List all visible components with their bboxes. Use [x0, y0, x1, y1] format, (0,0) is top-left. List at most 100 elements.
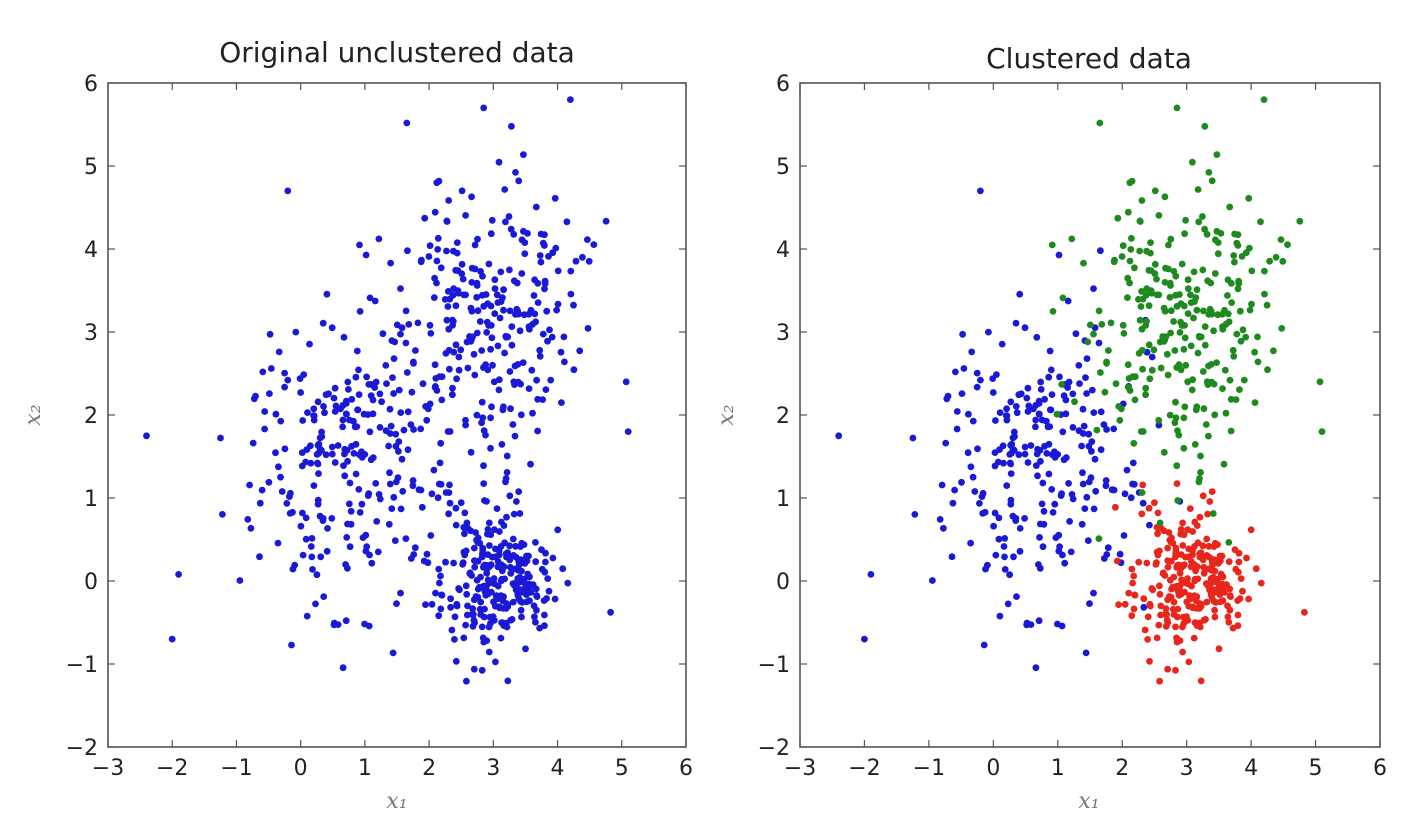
data-point — [325, 390, 332, 398]
data-point — [303, 612, 311, 620]
data-point — [344, 378, 352, 386]
data-point — [1214, 311, 1222, 319]
data-point — [1049, 308, 1057, 315]
y-tick-label: 5 — [776, 155, 790, 180]
data-point — [1090, 589, 1097, 597]
data-point — [1161, 279, 1169, 286]
data-point — [1116, 416, 1124, 424]
data-point — [527, 306, 535, 314]
data-point — [1024, 408, 1032, 415]
data-point — [1062, 454, 1070, 461]
data-point — [399, 487, 407, 495]
data-point — [976, 500, 983, 507]
data-point — [1152, 561, 1160, 568]
data-point — [1097, 446, 1105, 454]
data-point — [1142, 291, 1150, 299]
data-point — [434, 234, 442, 242]
data-point — [1240, 376, 1248, 384]
data-point — [485, 519, 493, 527]
data-point — [348, 395, 356, 403]
data-point — [561, 358, 568, 366]
data-point — [407, 555, 415, 562]
data-point — [546, 326, 553, 334]
data-point — [385, 442, 392, 450]
data-point — [497, 561, 505, 568]
data-point — [1251, 348, 1258, 356]
data-point — [1206, 305, 1214, 313]
data-point — [1061, 559, 1069, 567]
data-point — [1214, 250, 1222, 258]
data-point — [1209, 510, 1217, 517]
data-point — [364, 492, 372, 499]
data-point — [1000, 543, 1008, 550]
data-point — [1211, 539, 1219, 547]
data-point — [1105, 347, 1112, 354]
data-point — [526, 597, 533, 605]
data-point — [1121, 490, 1129, 498]
data-point — [1234, 242, 1242, 249]
data-point — [517, 380, 524, 388]
data-point — [484, 366, 492, 374]
data-point — [421, 214, 429, 222]
data-point — [1190, 268, 1198, 276]
data-point — [1252, 565, 1260, 573]
data-point — [1157, 524, 1165, 532]
data-point — [404, 408, 412, 416]
data-point — [1202, 421, 1210, 428]
data-point — [1200, 563, 1208, 571]
data-point — [473, 576, 481, 584]
data-point — [319, 319, 327, 327]
data-point — [386, 480, 394, 488]
data-point — [516, 327, 524, 335]
data-point — [448, 626, 456, 634]
data-point — [867, 571, 875, 578]
data-point — [992, 551, 1000, 559]
data-point — [425, 253, 433, 260]
data-point — [1187, 595, 1194, 603]
data-point — [1165, 593, 1173, 600]
data-point — [1079, 469, 1086, 477]
data-point — [404, 247, 411, 255]
data-point — [506, 368, 514, 375]
x-tick-label: 0 — [294, 756, 308, 781]
data-point — [1059, 294, 1067, 302]
data-point — [1193, 522, 1201, 529]
data-point — [1147, 287, 1155, 295]
data-point — [1118, 405, 1125, 413]
data-point — [275, 348, 283, 356]
data-point — [1092, 487, 1100, 495]
data-point — [1121, 600, 1129, 608]
data-point — [1180, 620, 1188, 627]
data-point — [476, 318, 484, 325]
data-point — [512, 542, 519, 550]
data-point — [1085, 478, 1093, 486]
data-point — [499, 605, 507, 612]
data-point — [1086, 600, 1093, 607]
data-point — [363, 543, 371, 550]
data-point — [1046, 347, 1054, 355]
data-point — [320, 403, 327, 410]
data-point — [1175, 361, 1183, 369]
data-point — [554, 300, 562, 308]
data-point — [1140, 603, 1148, 611]
data-point — [445, 489, 453, 496]
data-point — [536, 352, 544, 360]
data-point — [299, 509, 306, 517]
data-point — [1178, 576, 1185, 584]
data-point — [479, 547, 487, 555]
data-point — [281, 383, 288, 391]
data-point — [1144, 613, 1152, 621]
data-point — [386, 469, 393, 477]
data-point — [1266, 257, 1273, 265]
y-tick-label: 3 — [84, 321, 98, 346]
data-point — [478, 398, 486, 406]
data-point — [507, 225, 515, 233]
data-point — [353, 423, 361, 430]
data-point — [277, 473, 284, 481]
data-point — [1211, 411, 1219, 419]
data-point — [308, 535, 316, 542]
data-point — [1157, 364, 1165, 372]
data-point — [469, 610, 477, 618]
data-point — [1067, 548, 1075, 556]
data-point — [284, 187, 292, 195]
